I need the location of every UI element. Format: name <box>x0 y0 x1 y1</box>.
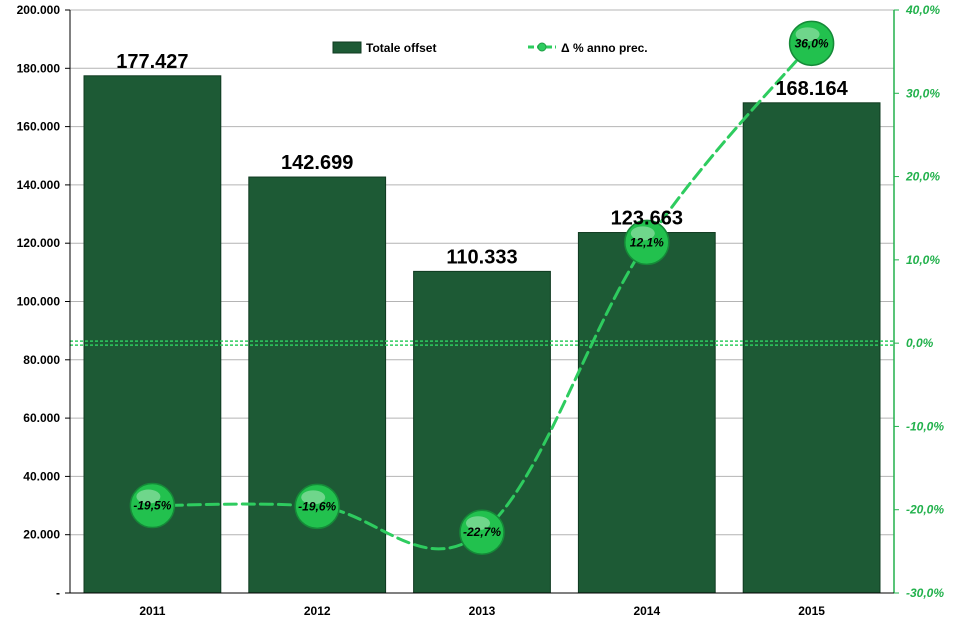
delta-marker <box>459 509 505 555</box>
y-right-tick-label: 40,0% <box>905 3 940 17</box>
x-tick-label: 2011 <box>139 604 165 618</box>
delta-value-label: 36,0% <box>795 36 829 50</box>
y-left-tick-label: 140.000 <box>17 178 61 192</box>
y-right-tick-label: -20,0% <box>906 503 944 517</box>
y-right-tick-label: 20,0% <box>905 170 940 184</box>
delta-marker-highlight <box>136 489 161 504</box>
y-right-tick-label: -30,0% <box>906 586 944 600</box>
delta-value-label: -19,6% <box>298 499 336 513</box>
y-right-tick-label: -10,0% <box>906 419 944 433</box>
delta-value-label: -22,7% <box>463 525 501 539</box>
delta-marker <box>788 20 835 67</box>
y-left-tick-label: 160.000 <box>17 120 61 134</box>
delta-marker-highlight <box>466 516 490 531</box>
legend-bar-label: Totale offset <box>366 41 436 55</box>
delta-marker <box>624 219 670 266</box>
y-left-tick-label: 80.000 <box>23 353 60 367</box>
bar-2014 <box>577 232 716 594</box>
y-left-tick-label: 100.000 <box>17 295 61 309</box>
x-tick-label: 2014 <box>633 604 660 618</box>
delta-marker-highlight <box>630 226 655 241</box>
y-left-tick-label: 200.000 <box>17 3 61 17</box>
y-left-tick-label: 180.000 <box>17 61 61 75</box>
legend-line-marker <box>537 42 547 52</box>
bar-2012 <box>248 176 387 594</box>
delta-marker <box>129 482 176 529</box>
axes: - 20.000 40.000 60.000 80.000 100.000 120.000 1… <box>17 3 945 618</box>
y-left-tick-label: 120.000 <box>17 236 61 250</box>
y-right-tick-label: 30,0% <box>906 86 940 100</box>
bar-value-label: 142.699 <box>281 152 353 174</box>
delta-line <box>129 20 835 555</box>
bar-value-label: 177.427 <box>116 51 188 73</box>
legend-line-label: Δ % anno prec. <box>561 41 648 55</box>
delta-marker-highlight <box>795 27 820 42</box>
y-left-tick-label: - <box>56 586 60 600</box>
y-right-tick-label: 10,0% <box>906 253 940 267</box>
legend: Totale offset Δ % anno prec. <box>332 41 648 55</box>
bar-value-label: 110.333 <box>446 246 517 268</box>
delta-line-path <box>150 41 814 551</box>
legend-bar-swatch <box>332 41 362 54</box>
bar-value-label: 123.663 <box>611 208 683 230</box>
delta-marker <box>294 483 340 530</box>
delta-value-label: -19,5% <box>133 499 171 513</box>
y-left-tick-label: 40.000 <box>23 469 60 483</box>
y-left-tick-label: 20.000 <box>23 528 60 542</box>
zero-line-group <box>70 340 894 346</box>
delta-marker-highlight <box>301 490 326 505</box>
delta-value-label: 12,1% <box>630 235 664 249</box>
x-tick-label: 2015 <box>798 604 825 618</box>
bar-value-label: 168.164 <box>775 78 848 100</box>
x-tick-label: 2013 <box>469 604 496 618</box>
y-left-tick-label: 60.000 <box>23 411 60 425</box>
bar-2015 <box>742 102 881 594</box>
x-tick-label: 2012 <box>304 604 331 618</box>
labels: 177.427 142.699 110.333 123.663 168.164 -19,5… <box>116 36 848 539</box>
y-right-tick-label: 0,0% <box>906 336 934 350</box>
